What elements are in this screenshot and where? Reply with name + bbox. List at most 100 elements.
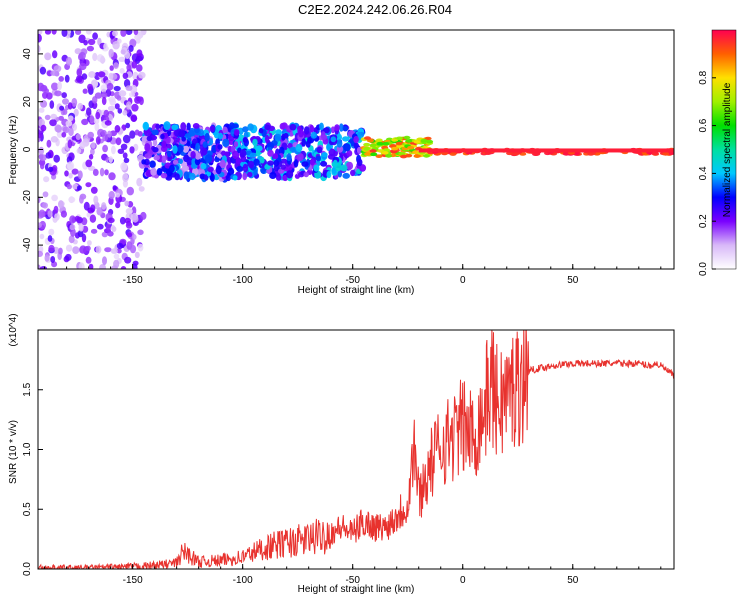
heatmap-cell	[138, 186, 145, 192]
heatmap-cell	[190, 151, 196, 159]
heatmap-cell	[420, 138, 428, 143]
heatmap-cell	[85, 245, 91, 251]
snr-y-tick-label: 0.0	[22, 562, 33, 576]
heatmap-cell	[247, 171, 253, 178]
heatmap-cell	[40, 124, 47, 132]
heatmap-cell	[512, 152, 519, 156]
heatmap-cell	[93, 117, 100, 125]
heatmap-cell	[76, 75, 83, 83]
heatmap-cell	[85, 256, 92, 264]
heatmap-cell	[116, 242, 124, 250]
heatmap-cell	[99, 264, 106, 269]
heatmap-cell	[166, 150, 172, 158]
heatmap-cell	[255, 145, 263, 152]
snr-y-tick-label: 1.0	[22, 442, 33, 456]
heatmap-cell	[78, 51, 86, 60]
heatmap-cell	[242, 172, 248, 181]
heatmap-cell	[369, 143, 377, 148]
heatmap-cell	[47, 166, 54, 172]
heatmap-cell	[161, 155, 167, 164]
heatmap-cell	[218, 132, 224, 140]
heatmap-cell	[146, 135, 153, 142]
heatmap-cell	[253, 169, 258, 176]
heatmap-cell	[44, 114, 51, 121]
heatmap-cell	[64, 170, 69, 177]
heatmap-cell	[343, 143, 351, 152]
heatmap-cell	[120, 266, 127, 269]
heatmap-cell	[227, 167, 235, 176]
heatmap-cell	[135, 55, 143, 62]
heatmap-cell	[112, 40, 120, 50]
heatmap-cell	[67, 115, 74, 122]
colorbar-tick-label: 0.8	[698, 70, 709, 84]
heatmap-cell	[134, 129, 140, 136]
heatmap-cell	[81, 73, 88, 80]
heatmap-cell	[79, 245, 87, 254]
heatmap-cell	[77, 170, 83, 180]
heatmap-cell	[144, 143, 151, 152]
heatmap-cell	[163, 121, 171, 131]
heatmap-cell	[330, 136, 337, 143]
heatmap-cell	[129, 130, 136, 139]
heatmap-cell	[279, 122, 286, 130]
heatmap-cell	[207, 166, 214, 173]
heatmap-cell	[113, 85, 121, 92]
heatmap-cell	[339, 123, 344, 132]
snr-y-ticks: 0.0 0.5 1.0 1.5	[22, 382, 43, 576]
heatmap-cell	[48, 228, 55, 236]
heatmap-cell	[38, 250, 43, 257]
heatmap-cell	[87, 83, 93, 91]
heatmap-cell	[137, 229, 144, 236]
heatmap-cell	[79, 62, 87, 71]
heatmap-cell	[50, 256, 56, 263]
heatmap-cell	[120, 49, 126, 55]
heatmap-carrier-band	[418, 148, 674, 153]
heatmap-cell	[301, 161, 309, 167]
heatmap-cell	[562, 152, 570, 156]
heatmap-cell	[87, 38, 96, 46]
heatmap-cell	[403, 135, 411, 140]
heatmap-cell	[124, 256, 132, 264]
spectrogram-y-tick-label: -20	[22, 190, 33, 205]
heatmap-cell	[385, 154, 393, 158]
heatmap-cell	[320, 160, 328, 167]
heatmap-cell	[93, 195, 99, 205]
heatmap-cell	[50, 113, 57, 120]
heatmap-cell	[103, 109, 110, 118]
heatmap-cell	[44, 30, 52, 35]
heatmap-cell	[125, 208, 133, 215]
heatmap-cell	[247, 160, 255, 169]
heatmap-cell	[138, 96, 144, 106]
heatmap-cell	[118, 90, 127, 97]
heatmap-cell	[242, 137, 248, 143]
heatmap-cell	[195, 152, 201, 160]
heatmap-cell	[232, 123, 239, 129]
heatmap-cell	[122, 152, 128, 159]
heatmap-cell	[67, 102, 73, 110]
heatmap-cell	[38, 196, 41, 204]
heatmap-cell	[65, 253, 72, 261]
heatmap-cell	[85, 159, 93, 168]
heatmap-cell	[38, 107, 45, 113]
heatmap-cell	[120, 30, 127, 37]
heatmap-cell	[247, 123, 254, 131]
heatmap-cell	[253, 158, 260, 166]
heatmap-cell	[100, 84, 108, 93]
heatmap-cell	[132, 263, 138, 269]
heatmap-cell	[40, 162, 45, 170]
heatmap-cell	[321, 152, 328, 158]
heatmap-cell	[316, 146, 323, 154]
heatmap-cell	[328, 148, 336, 157]
heatmap-cell	[72, 246, 80, 255]
heatmap-cell	[79, 195, 84, 204]
colorbar-tick-label: 0.4	[698, 166, 709, 180]
heatmap-cell	[122, 72, 129, 80]
heatmap-cell	[88, 263, 94, 269]
heatmap-cell	[54, 212, 60, 221]
colorbar-tick-label: 0.6	[698, 118, 709, 132]
heatmap-cell	[107, 231, 114, 237]
heatmap-cell	[319, 122, 324, 131]
heatmap-cell	[129, 244, 137, 254]
heatmap-cell	[232, 150, 240, 159]
heatmap-cell	[142, 121, 149, 131]
